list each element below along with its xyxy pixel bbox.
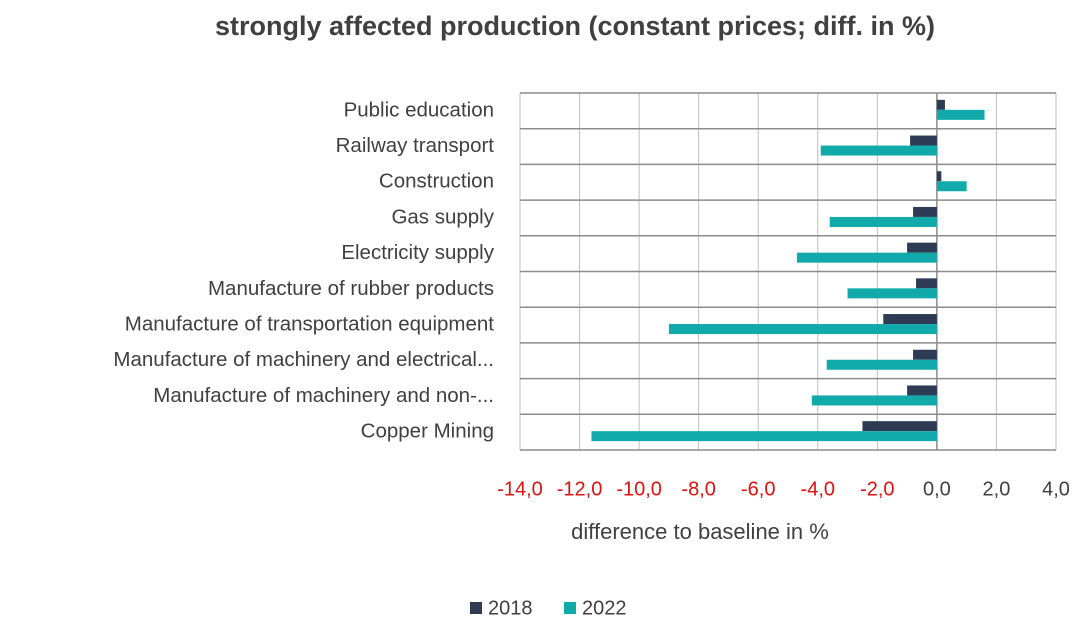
y-tick-label: Copper Mining [361, 420, 494, 443]
bar [883, 314, 937, 325]
bar [936, 171, 942, 182]
x-tick-label: -10,0 [616, 478, 662, 500]
bar [847, 288, 937, 299]
bar [811, 395, 937, 406]
legend-swatch [564, 602, 576, 614]
y-tick-label: Gas supply [391, 205, 494, 228]
x-tick-label: -4,0 [801, 478, 835, 500]
y-tick-label: Public education [344, 98, 494, 121]
bar [936, 109, 985, 120]
bar [907, 385, 937, 396]
x-tick-label: 4,0 [1042, 478, 1070, 500]
bar [820, 145, 937, 156]
y-tick-label: Manufacture of transportation equipment [125, 312, 495, 335]
bar [907, 242, 937, 253]
y-tick-label: Railway transport [336, 134, 495, 157]
bar [796, 252, 937, 263]
bar [826, 359, 937, 370]
bar [829, 216, 937, 227]
x-axis-label: difference to baseline in % [571, 519, 829, 544]
x-tick-label: -8,0 [681, 478, 715, 500]
bar [862, 421, 937, 432]
y-tick-label: Electricity supply [341, 241, 494, 264]
chart-title: strongly affected production (constant p… [215, 11, 935, 41]
x-tick-label: -2,0 [860, 478, 894, 500]
bar [591, 431, 937, 442]
bar [916, 278, 937, 289]
x-tick-label: -12,0 [557, 478, 603, 500]
bar [913, 206, 937, 217]
y-tick-label: Manufacture of rubber products [208, 277, 494, 300]
bar [936, 181, 967, 192]
bar [936, 99, 945, 110]
legend-swatch [470, 602, 482, 614]
y-tick-label: Manufacture of machinery and non-... [153, 384, 494, 407]
x-tick-label: -14,0 [497, 478, 543, 500]
x-tick-label: -6,0 [741, 478, 775, 500]
legend-label: 2018 [488, 597, 533, 619]
y-tick-label: Manufacture of machinery and electrical.… [113, 348, 494, 371]
y-tick-label: Construction [379, 170, 494, 193]
bar [910, 135, 937, 146]
bar [913, 349, 937, 360]
legend-label: 2022 [582, 597, 627, 619]
bar [668, 324, 937, 335]
x-tick-label: 2,0 [983, 478, 1011, 500]
x-tick-label: 0,0 [923, 478, 951, 500]
